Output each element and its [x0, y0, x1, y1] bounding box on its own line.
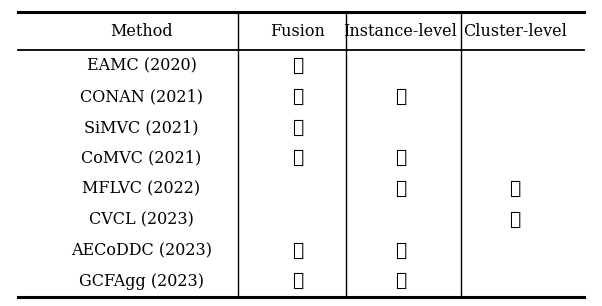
- Text: ✓: ✓: [293, 88, 303, 106]
- Text: CVCL (2023): CVCL (2023): [89, 211, 194, 228]
- Text: CoMVC (2021): CoMVC (2021): [81, 150, 202, 167]
- Text: ✓: ✓: [395, 180, 406, 198]
- Text: ✓: ✓: [509, 180, 520, 198]
- Text: Method: Method: [110, 23, 173, 40]
- Text: ✓: ✓: [293, 272, 303, 290]
- Text: Instance-level: Instance-level: [343, 23, 458, 40]
- Text: ✓: ✓: [293, 242, 303, 259]
- Text: ✓: ✓: [293, 149, 303, 167]
- Text: GCFAgg (2023): GCFAgg (2023): [79, 273, 204, 290]
- Text: Fusion: Fusion: [270, 23, 326, 40]
- Text: ✓: ✓: [395, 242, 406, 259]
- Text: SiMVC (2021): SiMVC (2021): [84, 119, 199, 136]
- Text: ✓: ✓: [293, 118, 303, 136]
- Text: ✓: ✓: [293, 57, 303, 75]
- Text: MFLVC (2022): MFLVC (2022): [82, 181, 200, 198]
- Text: ✓: ✓: [395, 149, 406, 167]
- Text: AECoDDC (2023): AECoDDC (2023): [71, 242, 212, 259]
- Text: EAMC (2020): EAMC (2020): [87, 58, 196, 74]
- Text: CONAN (2021): CONAN (2021): [80, 88, 203, 105]
- Text: ✓: ✓: [395, 272, 406, 290]
- Text: ✓: ✓: [395, 88, 406, 106]
- Text: Cluster-level: Cluster-level: [463, 23, 566, 40]
- Text: ✓: ✓: [509, 211, 520, 229]
